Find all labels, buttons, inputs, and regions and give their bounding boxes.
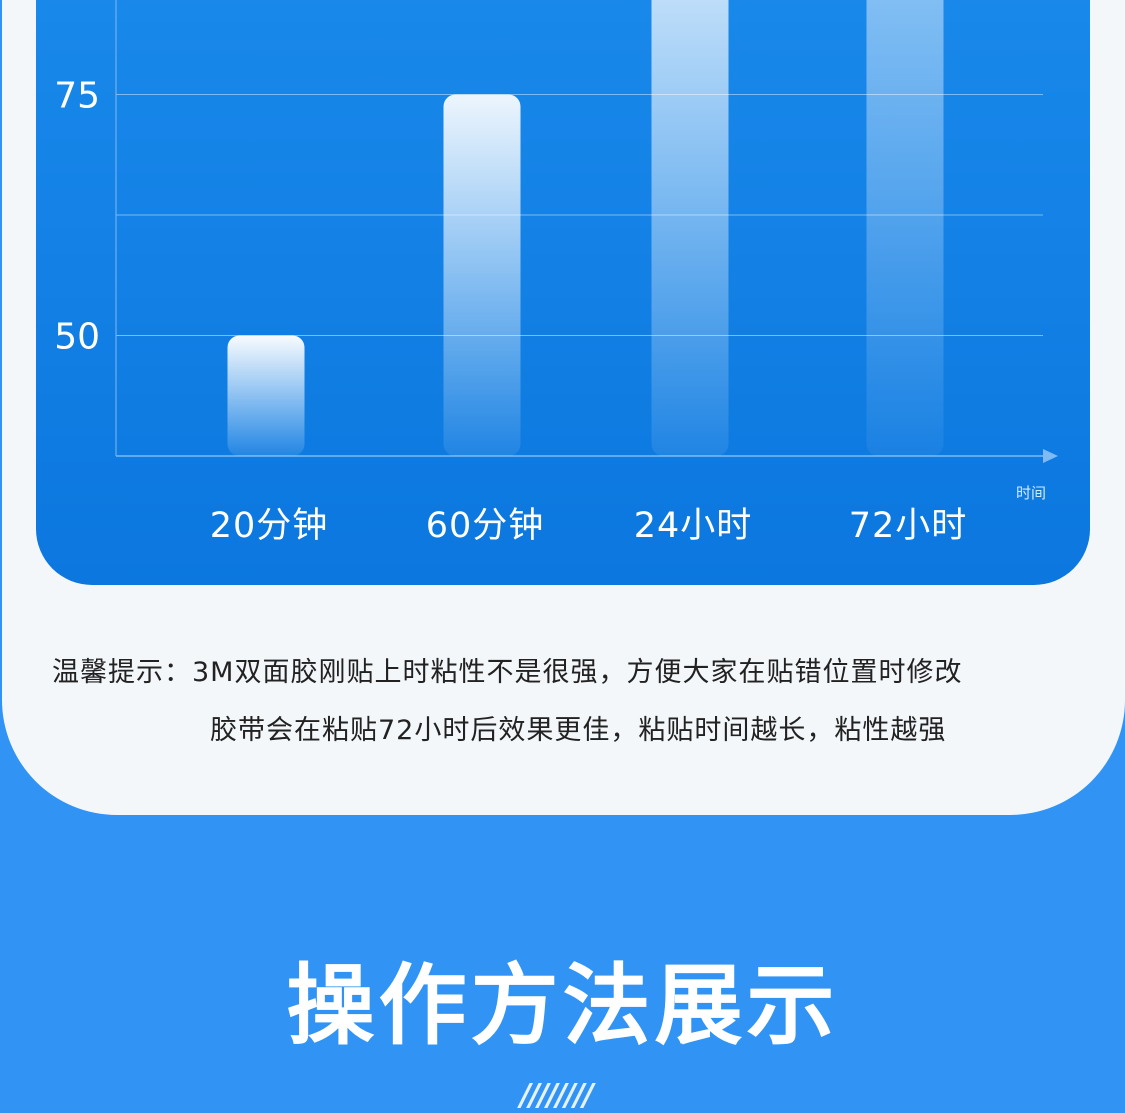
x-tick-label: 20分钟 <box>210 506 329 546</box>
chart-panel: 50 75 20分钟 60分钟 24小时 72小时 时间 <box>36 0 1090 585</box>
divider-slashes: //////// <box>520 1078 594 1113</box>
x-axis-arrow-icon <box>1043 449 1058 463</box>
bar-60分钟 <box>443 94 521 456</box>
x-axis-label: 时间 <box>1016 484 1046 502</box>
x-tick-label: 72小时 <box>849 506 968 546</box>
tip-line-1: 温馨提示：3M双面胶刚贴上时粘性不是很强，方便大家在贴错位置时修改 <box>52 657 963 688</box>
bar-20分钟 <box>227 335 305 456</box>
x-tick-label: 24小时 <box>634 506 753 546</box>
adhesion-bar-chart: 50 75 20分钟 60分钟 24小时 72小时 时间 <box>54 0 1058 546</box>
bar-72小时 <box>866 0 944 456</box>
bar-24小时 <box>651 0 729 456</box>
section-title: 操作方法展示 <box>286 954 839 1057</box>
y-tick-label: 75 <box>54 76 100 117</box>
x-tick-label: 60分钟 <box>426 506 545 546</box>
tip-line-2: 胶带会在粘贴72小时后效果更佳，粘贴时间越长，粘性越强 <box>210 715 947 746</box>
y-tick-label: 50 <box>54 317 100 358</box>
